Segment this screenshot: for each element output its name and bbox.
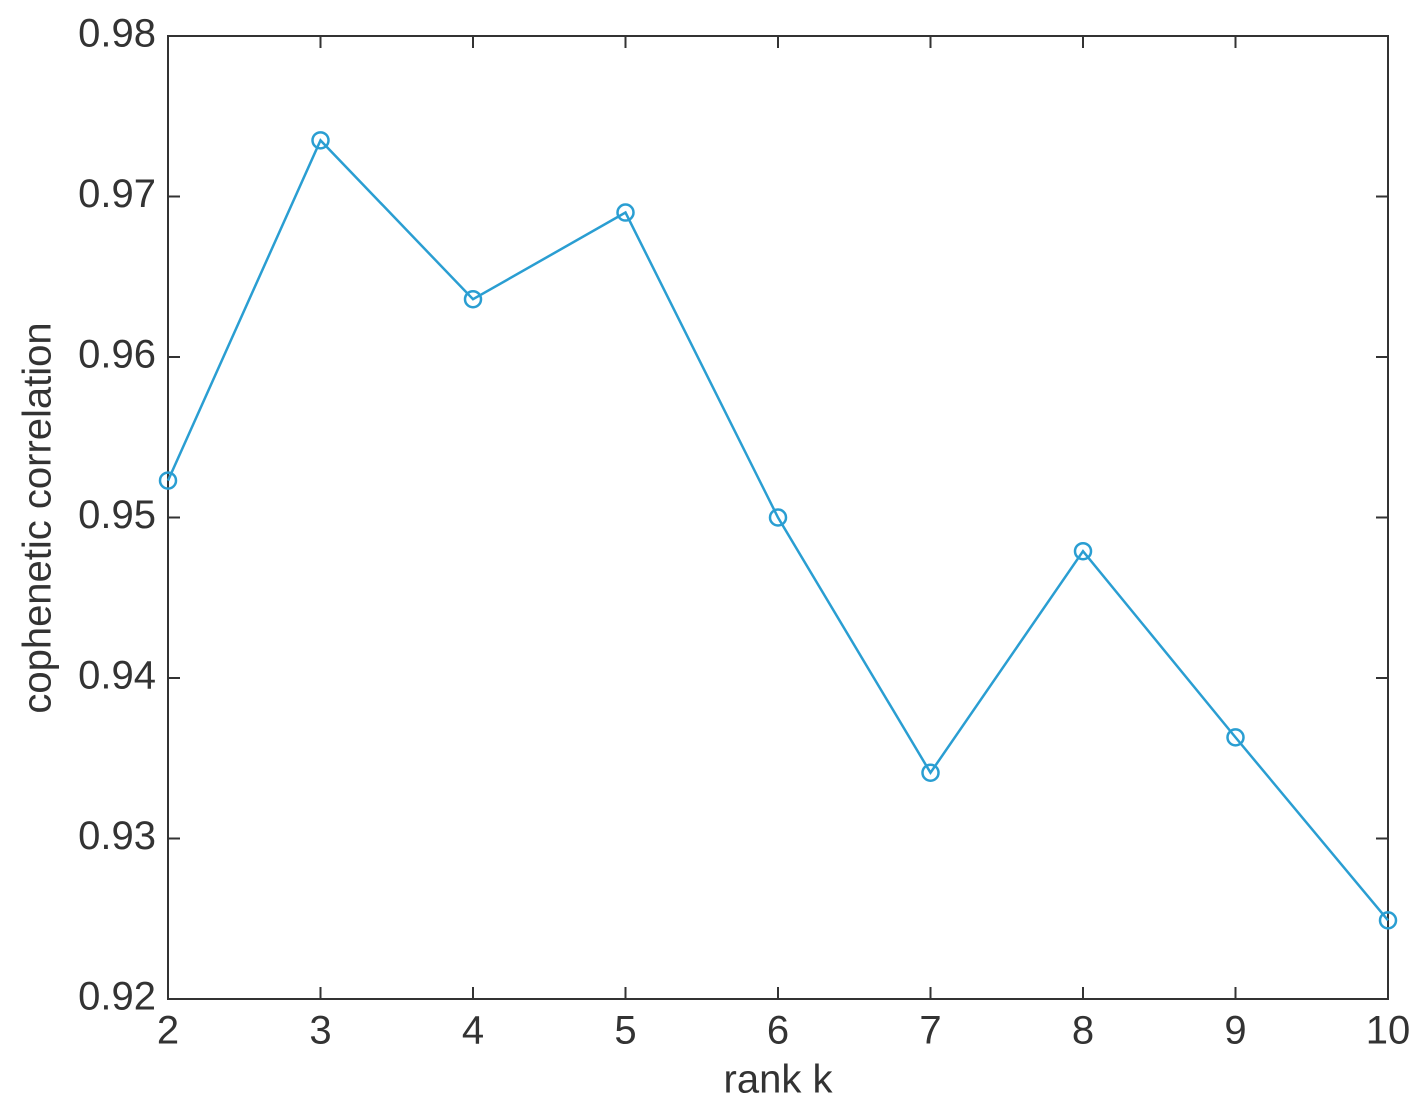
y-tick-label: 0.92	[78, 975, 156, 1019]
data-point	[921, 763, 940, 782]
y-axis-label: cophenetic correlation	[16, 322, 60, 713]
y-tick-label: 0.97	[78, 172, 156, 216]
x-tick-label: 9	[1224, 1009, 1246, 1053]
y-tick-label: 0.94	[78, 654, 156, 698]
data-point	[1378, 911, 1398, 930]
x-tick-label: 10	[1366, 1009, 1411, 1053]
x-tick-label: 6	[767, 1009, 789, 1053]
data-point	[463, 289, 483, 309]
x-axis-label: rank k	[724, 1058, 834, 1102]
data-point	[616, 203, 635, 222]
y-tick-label: 0.95	[78, 493, 156, 537]
x-tick-label: 3	[309, 1009, 331, 1053]
data-point	[1226, 728, 1245, 747]
data-line	[166, 138, 1389, 922]
y-tick-label: 0.98	[78, 12, 156, 56]
x-tick-label: 4	[462, 1009, 484, 1053]
x-tick-label: 5	[614, 1009, 636, 1053]
x-tick-label: 7	[919, 1009, 941, 1053]
data-point	[311, 131, 330, 150]
data-point	[1073, 541, 1093, 561]
y-tick-label: 0.96	[78, 333, 156, 377]
data-point	[768, 508, 788, 527]
x-tick-label: 2	[157, 1009, 179, 1053]
y-tick-label: 0.93	[78, 814, 156, 858]
data-point	[158, 471, 178, 490]
x-tick-label: 8	[1072, 1009, 1094, 1053]
